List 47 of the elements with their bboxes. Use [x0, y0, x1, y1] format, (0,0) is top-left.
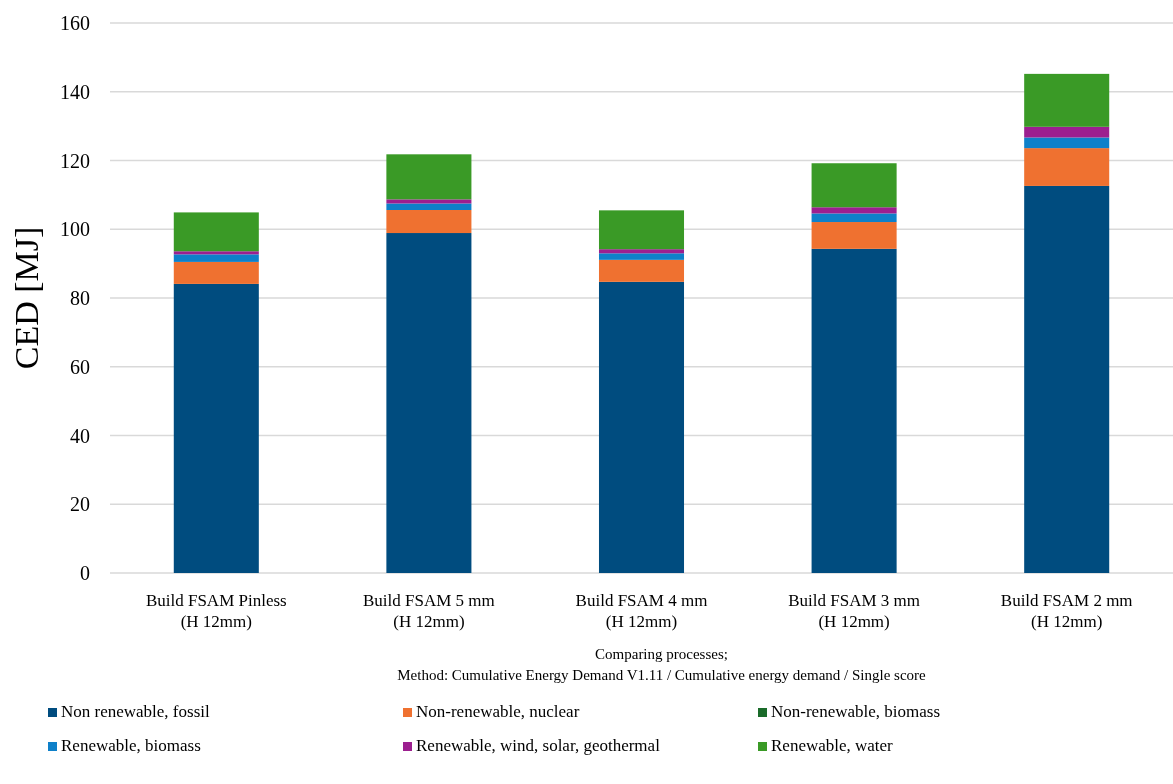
bar — [598, 281, 685, 573]
y-tick-label: 140 — [60, 80, 90, 103]
bar — [173, 251, 259, 255]
bar — [1024, 148, 1110, 186]
y-axis-title: CED [MJ] — [8, 226, 45, 370]
y-tick-label: 60 — [70, 355, 90, 378]
bar — [811, 213, 897, 223]
bar — [1024, 126, 1110, 138]
bar — [173, 254, 259, 262]
x-tick-label: Build FSAM Pinless (H 12mm) — [145, 591, 287, 631]
bar — [811, 222, 897, 249]
bar — [173, 283, 259, 573]
legend-label: Renewable, biomass — [61, 736, 201, 755]
bar — [386, 154, 472, 200]
bar — [811, 248, 897, 573]
y-tick-label: 160 — [60, 12, 90, 34]
bar — [1024, 137, 1110, 149]
bar — [386, 210, 472, 234]
legend-label: Non-renewable, biomass — [771, 702, 941, 721]
legend-label: Non-renewable, nuclear — [416, 702, 580, 721]
y-tick-label: 120 — [60, 149, 90, 172]
x-tick-label: Build FSAM 2 mm (H 12mm) — [1000, 591, 1133, 631]
bar — [1024, 185, 1110, 573]
bar — [1024, 73, 1110, 127]
bar — [386, 203, 472, 210]
legend-label: Renewable, water — [771, 736, 894, 755]
x-tick-label: Build FSAM 4 mm (H 12mm) — [575, 591, 708, 631]
bar — [598, 259, 685, 282]
y-tick-label: 40 — [70, 424, 90, 447]
y-tick-label: 100 — [60, 218, 90, 241]
bar — [598, 249, 685, 254]
x-tick-label: Build FSAM 5 mm (H 12mm) — [363, 591, 495, 631]
x-axis-title: Comparing processes; Method: Cumulative Energy Demand V1.11 / Cumulative energy demand / Single score — [397, 646, 927, 683]
bar — [598, 253, 685, 260]
bar — [386, 199, 472, 204]
bar — [386, 233, 472, 573]
x-tick-label: Build FSAM 3 mm (H 12mm) — [788, 591, 920, 631]
bar — [811, 207, 897, 214]
y-tick-label: 80 — [70, 287, 90, 309]
y-tick-label: 20 — [70, 493, 90, 516]
bar — [598, 210, 685, 250]
bar — [173, 212, 259, 252]
bar — [173, 261, 259, 284]
bar — [811, 163, 897, 208]
legend-label: Non renewable, fossil — [61, 702, 210, 721]
y-tick-label: 0 — [80, 562, 90, 584]
legend-label: Renewable, wind, solar, geothermal — [416, 736, 661, 755]
